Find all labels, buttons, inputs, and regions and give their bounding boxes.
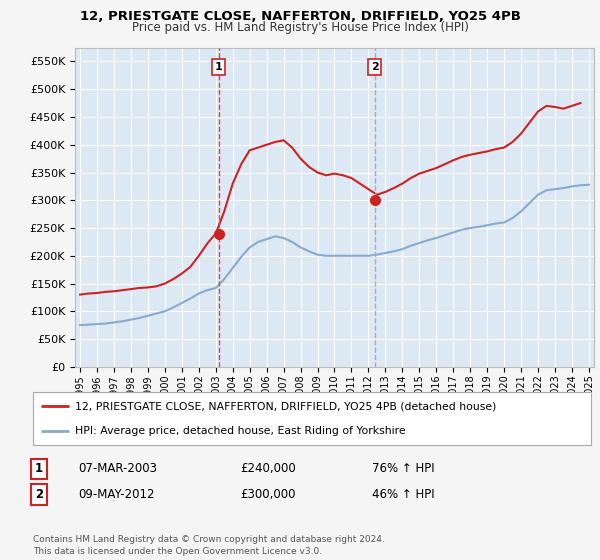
Text: 2: 2 [35,488,43,501]
Text: £240,000: £240,000 [240,462,296,475]
Text: 12, PRIESTGATE CLOSE, NAFFERTON, DRIFFIELD, YO25 4PB (detached house): 12, PRIESTGATE CLOSE, NAFFERTON, DRIFFIE… [75,402,496,412]
Text: 1: 1 [215,62,223,72]
Text: 46% ↑ HPI: 46% ↑ HPI [372,488,434,501]
Text: £300,000: £300,000 [240,488,296,501]
Text: 1: 1 [35,462,43,475]
Text: 2: 2 [371,62,379,72]
Text: 07-MAR-2003: 07-MAR-2003 [78,462,157,475]
Text: 09-MAY-2012: 09-MAY-2012 [78,488,155,501]
Text: Contains HM Land Registry data © Crown copyright and database right 2024.
This d: Contains HM Land Registry data © Crown c… [33,535,385,556]
Text: Price paid vs. HM Land Registry's House Price Index (HPI): Price paid vs. HM Land Registry's House … [131,21,469,34]
Text: 12, PRIESTGATE CLOSE, NAFFERTON, DRIFFIELD, YO25 4PB: 12, PRIESTGATE CLOSE, NAFFERTON, DRIFFIE… [80,10,520,23]
Text: HPI: Average price, detached house, East Riding of Yorkshire: HPI: Average price, detached house, East… [75,426,406,436]
Text: 76% ↑ HPI: 76% ↑ HPI [372,462,434,475]
